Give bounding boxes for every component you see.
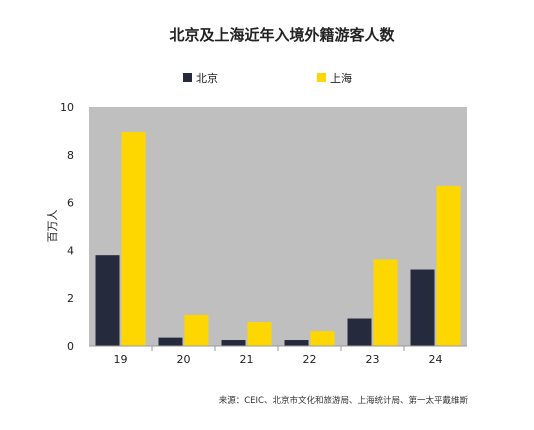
plot-area [89,107,467,346]
x-tick-label: 19 [114,353,128,366]
bar-shanghai-24 [436,185,461,346]
legend: 北京 上海 [183,71,352,85]
source-note: 来源：CEIC、北京市文化和旅游局、上海统计局、第一太平戴维斯 [219,395,469,406]
legend-label-beijing: 北京 [196,71,218,85]
bar-beijing-20 [158,337,183,346]
legend-label-shanghai: 上海 [330,71,352,85]
y-tick-label: 6 [67,197,74,210]
legend-swatch-beijing [183,73,192,82]
y-tick-label: 4 [67,244,74,257]
x-tick-label: 22 [303,353,317,366]
bar-beijing-19 [95,255,120,346]
bar-beijing-23 [347,318,372,346]
bar-beijing-22 [284,340,309,346]
bars-group [95,132,461,346]
bar-beijing-24 [410,269,435,346]
bar-shanghai-19 [121,132,146,346]
y-axis-label: 百万人 [46,210,59,243]
x-tick-label: 24 [429,353,443,366]
legend-swatch-shanghai [317,73,326,82]
y-tick-label: 8 [67,149,74,162]
x-axis-ticks: 19 20 21 22 23 24 [114,346,443,366]
x-tick-label: 23 [366,353,380,366]
chart-title: 北京及上海近年入境外籍游客人数 [169,26,395,44]
y-tick-label: 10 [60,101,74,114]
y-tick-label: 0 [67,340,74,353]
bar-shanghai-22 [310,331,335,346]
bar-shanghai-23 [373,259,398,346]
bar-shanghai-21 [247,322,272,346]
x-tick-label: 21 [240,353,254,366]
bar-shanghai-20 [184,314,209,346]
bar-beijing-21 [221,340,246,346]
y-axis-ticks: 0 2 4 6 8 10 [60,101,74,353]
x-tick-label: 20 [177,353,191,366]
y-tick-label: 2 [67,292,74,305]
